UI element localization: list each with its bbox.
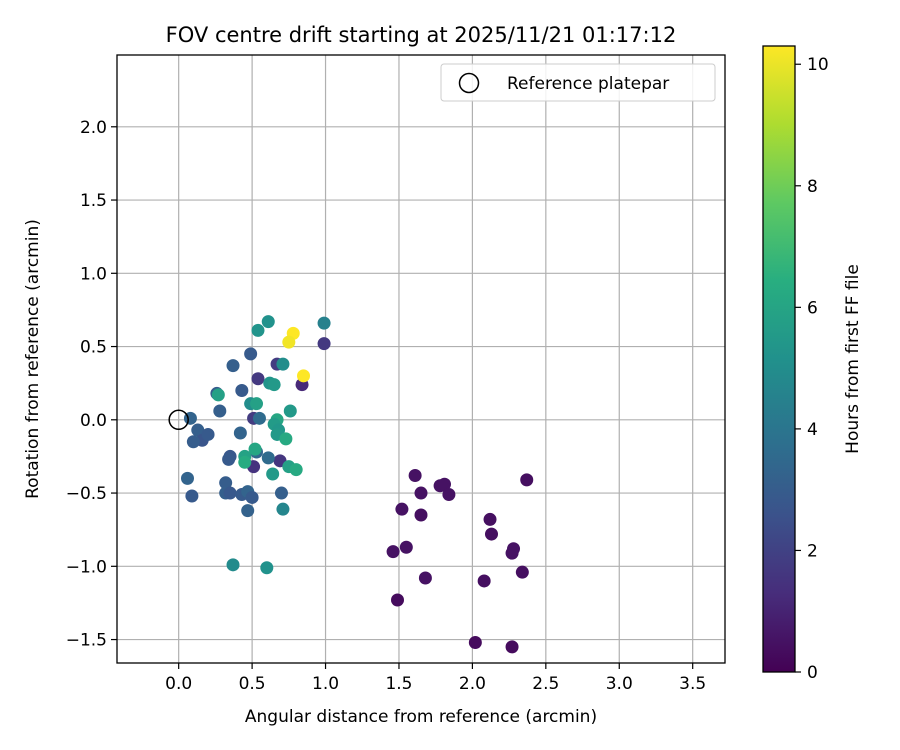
x-tick-label: 2.5 [532, 674, 559, 694]
y-tick-label: 1.0 [80, 264, 107, 284]
colorbar-ticks: 0 2 4 6 8 10 [795, 55, 829, 683]
data-point [282, 335, 296, 349]
data-point [408, 468, 422, 482]
colorbar-tick-label: 0 [807, 663, 818, 683]
data-point [260, 561, 274, 575]
x-tick-label: 2.0 [459, 674, 486, 694]
y-tick-label: 2.0 [80, 118, 107, 138]
x-axis-ticks: 0.0 0.5 1.0 1.5 2.0 2.5 3.0 3.5 [165, 663, 706, 694]
colorbar-tick-label: 4 [807, 420, 818, 440]
data-point [213, 404, 227, 418]
data-point [468, 635, 482, 649]
data-point [418, 571, 432, 585]
data-point [244, 347, 258, 361]
data-point [276, 357, 290, 371]
x-tick-label: 1.5 [385, 674, 412, 694]
data-point [180, 471, 194, 485]
y-tick-label: −0.5 [66, 484, 107, 504]
legend-label: Reference platepar [507, 74, 669, 94]
data-point [484, 527, 498, 541]
y-axis-label: Rotation from reference (arcmin) [23, 219, 43, 499]
colorbar-gradient [762, 45, 796, 673]
legend: Reference platepar [440, 63, 716, 102]
data-point [515, 565, 529, 579]
data-point [414, 486, 428, 500]
data-point [266, 467, 280, 481]
data-point [191, 423, 205, 437]
data-point [399, 540, 413, 554]
data-point [248, 442, 262, 456]
data-point [238, 455, 252, 469]
legend-box [440, 63, 716, 102]
data-point [233, 426, 247, 440]
colorbar-tick-label: 6 [807, 298, 818, 318]
data-point [386, 545, 400, 559]
data-point [267, 378, 281, 392]
data-point [507, 542, 521, 556]
colorbar-tick-label: 10 [807, 55, 829, 75]
grid-lines [117, 55, 725, 663]
colorbar: 0 2 4 6 8 10 Hours from first FF file [762, 45, 863, 683]
data-point [251, 372, 265, 386]
y-axis-ticks: −1.5 −1.0 −0.5 0.0 0.5 1.0 1.5 2.0 [66, 118, 117, 651]
data-point [414, 508, 428, 522]
y-tick-label: 0.5 [80, 338, 107, 358]
data-point [226, 558, 240, 572]
chart-title: FOV centre drift starting at 2025/11/21 … [166, 23, 677, 47]
colorbar-label: Hours from first FF file [843, 264, 863, 454]
x-tick-label: 0.0 [165, 674, 192, 694]
y-tick-label: 1.5 [80, 191, 107, 211]
data-point [245, 490, 259, 504]
data-point [222, 452, 236, 466]
data-point [442, 488, 456, 502]
colorbar-tick-label: 8 [807, 177, 818, 197]
data-point [520, 473, 534, 487]
x-tick-label: 1.0 [312, 674, 339, 694]
data-point [261, 315, 275, 329]
data-point [274, 486, 288, 500]
data-point [283, 404, 297, 418]
data-point [505, 640, 519, 654]
data-point [437, 477, 451, 491]
y-tick-label: −1.5 [66, 631, 107, 651]
data-point [317, 316, 331, 330]
data-point [477, 574, 491, 588]
data-point [223, 486, 237, 500]
data-point [391, 593, 405, 607]
data-point [186, 435, 200, 449]
legend-open-circle-icon [458, 72, 480, 94]
data-point [235, 383, 249, 397]
x-tick-label: 0.5 [239, 674, 266, 694]
data-point [289, 463, 303, 477]
data-point [483, 512, 497, 526]
data-point [297, 369, 311, 383]
reference-platepar-marker [168, 409, 189, 431]
data-point [317, 337, 331, 351]
data-point [276, 502, 290, 516]
data-point [211, 388, 225, 402]
x-tick-label: 3.0 [606, 674, 633, 694]
x-axis-label: Angular distance from reference (arcmin) [245, 707, 597, 727]
data-point [251, 323, 265, 337]
x-tick-label: 3.5 [679, 674, 706, 694]
data-point [279, 432, 293, 446]
y-tick-label: −1.0 [66, 557, 107, 577]
data-point [261, 451, 275, 465]
data-point [252, 411, 266, 425]
data-point [185, 489, 199, 503]
data-points [180, 315, 534, 654]
data-point [250, 397, 264, 411]
data-point [241, 504, 255, 518]
data-point [219, 476, 233, 490]
data-point [201, 427, 215, 441]
plot-frame [116, 54, 726, 664]
data-point [226, 359, 240, 373]
y-tick-label: 0.0 [80, 411, 107, 431]
data-point [395, 502, 409, 516]
colorbar-tick-label: 2 [807, 541, 818, 561]
